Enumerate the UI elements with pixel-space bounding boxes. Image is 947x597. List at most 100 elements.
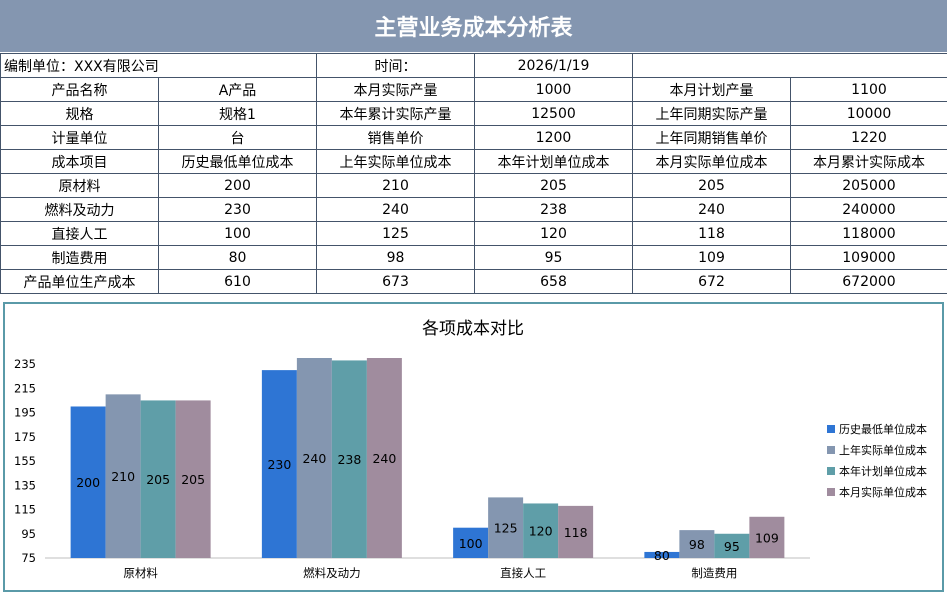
x-category-label: 燃料及动力 xyxy=(303,566,361,580)
info-row: 产品名称 A产品 本月实际产量 1000 本月计划产量 1100 xyxy=(0,77,947,102)
table-cell: 原材料 xyxy=(0,173,159,198)
info-cell: 上年同期销售单价 xyxy=(632,125,791,150)
y-axis-ticks: 75 95 115 135 155 175 195 215 235 xyxy=(14,357,810,565)
table-cell: 672000 xyxy=(790,269,947,294)
bar xyxy=(488,497,524,558)
y-tick-label: 95 xyxy=(21,527,36,541)
bar-value-label: 240 xyxy=(372,451,396,466)
info-cell: 1220 xyxy=(790,125,947,150)
legend-swatch xyxy=(827,488,835,496)
table-cell: 205000 xyxy=(790,173,947,198)
table-cell: 100 xyxy=(158,221,317,246)
bar-value-label: 205 xyxy=(146,472,170,487)
company-unit-label: 编制单位：XXX有限公司 xyxy=(0,53,317,78)
table-cell: 610 xyxy=(158,269,317,294)
info-cell: 10000 xyxy=(790,101,947,126)
bar-value-label: 205 xyxy=(181,472,205,487)
bar xyxy=(679,530,715,558)
legend-label: 本年计划单位成本 xyxy=(839,464,927,478)
bar-value-label: 95 xyxy=(724,539,740,554)
y-tick-label: 195 xyxy=(14,406,36,420)
bar xyxy=(296,358,332,558)
bar xyxy=(366,358,402,558)
bar-value-label: 200 xyxy=(76,475,100,490)
bar xyxy=(105,394,141,558)
info-rows: 产品名称 A产品 本月实际产量 1000 本月计划产量 1100 规格 规格1 本年累计实际产量… xyxy=(0,77,947,150)
column-header: 成本项目 xyxy=(0,149,159,174)
info-cell: 产品名称 xyxy=(0,77,159,102)
category-labels: 原材料 燃料及动力 直接人工 制造费用 xyxy=(123,566,737,580)
table-cell: 制造费用 xyxy=(0,245,159,270)
legend-swatch xyxy=(827,446,835,454)
bar-value-label: 120 xyxy=(529,524,553,539)
cost-header-row: 成本项目 历史最低单位成本 上年实际单位成本 本年计划单位成本 本月实际单位成本 本月累计… xyxy=(0,149,947,174)
bar xyxy=(714,533,750,558)
x-category-label: 制造费用 xyxy=(691,566,737,580)
x-category-label: 原材料 xyxy=(123,566,158,580)
bar xyxy=(749,516,785,558)
column-header: 本月实际单位成本 xyxy=(632,149,791,174)
time-label: 时间： xyxy=(316,53,475,78)
cost-rows: 成本项目 历史最低单位成本 上年实际单位成本 本年计划单位成本 本月实际单位成本 本月累计… xyxy=(0,149,947,294)
bar-value-label: 118 xyxy=(564,525,588,540)
bar xyxy=(523,503,559,558)
table-cell: 230 xyxy=(158,197,317,222)
y-tick-label: 215 xyxy=(14,381,36,395)
table-row: 燃料及动力 230 240 238 240 240000 xyxy=(0,197,947,222)
bar xyxy=(331,360,367,558)
bar-value-label: 98 xyxy=(689,537,705,552)
bar-value-label: 109 xyxy=(755,530,779,545)
bar xyxy=(644,551,680,558)
info-cell: 计量单位 xyxy=(0,125,159,150)
table-cell: 直接人工 xyxy=(0,221,159,246)
bar xyxy=(558,505,594,558)
bar-value-label: 210 xyxy=(111,469,135,484)
info-cell: 规格 xyxy=(0,101,159,126)
column-header: 历史最低单位成本 xyxy=(158,149,317,174)
bar xyxy=(140,400,176,558)
table-cell: 205 xyxy=(632,173,791,198)
bar-value-label: 230 xyxy=(267,457,291,472)
empty-cell xyxy=(632,53,947,78)
info-cell: 本月计划产量 xyxy=(632,77,791,102)
y-tick-label: 175 xyxy=(14,430,36,444)
bar-group xyxy=(70,358,785,558)
cost-comparison-chart: 各项成本对比 75 95 115 135 155 175 195 215 235 200 210 2… xyxy=(3,302,944,592)
table-cell: 80 xyxy=(158,245,317,270)
column-header: 上年实际单位成本 xyxy=(316,149,475,174)
info-cell: 本年累计实际产量 xyxy=(316,101,475,126)
y-tick-label: 135 xyxy=(14,478,36,492)
info-cell: 12500 xyxy=(474,101,633,126)
info-cell: 1200 xyxy=(474,125,633,150)
y-tick-label: 235 xyxy=(14,357,36,371)
legend-label: 本月实际单位成本 xyxy=(839,485,927,499)
y-tick-label: 155 xyxy=(14,454,36,468)
table-row: 产品单位生产成本 610 673 658 672 672000 xyxy=(0,269,947,294)
info-row: 规格 规格1 本年累计实际产量 12500 上年同期实际产量 10000 xyxy=(0,101,947,126)
table-cell: 200 xyxy=(158,173,317,198)
y-tick-label: 115 xyxy=(14,503,36,517)
table-cell: 95 xyxy=(474,245,633,270)
table-cell: 109000 xyxy=(790,245,947,270)
bar-value-label: 125 xyxy=(494,521,518,536)
table-cell: 238 xyxy=(474,197,633,222)
cost-sheet-table: 编制单位：XXX有限公司 时间： 2026/1/19 产品名称 A产品 本月实际产量… xyxy=(0,53,947,294)
table-cell: 205 xyxy=(474,173,633,198)
column-header: 本年计划单位成本 xyxy=(474,149,633,174)
table-cell: 210 xyxy=(316,173,475,198)
table-cell: 118000 xyxy=(790,221,947,246)
table-cell: 672 xyxy=(632,269,791,294)
column-header: 本月累计实际成本 xyxy=(790,149,947,174)
table-cell: 240 xyxy=(316,197,475,222)
info-row: 计量单位台销售单价 1200 上年同期销售单价 1220 xyxy=(0,125,947,150)
table-cell: 燃料及动力 xyxy=(0,197,159,222)
table-cell: 109 xyxy=(632,245,791,270)
y-tick-label: 75 xyxy=(21,551,36,565)
info-cell: 本月实际产量 xyxy=(316,77,475,102)
data-labels: 200 210 205 205 230 240 238 240 100 125 120 118 80 98… xyxy=(76,451,779,563)
table-cell: 658 xyxy=(474,269,633,294)
bar xyxy=(453,527,489,558)
info-cell: 1000 xyxy=(474,77,633,102)
